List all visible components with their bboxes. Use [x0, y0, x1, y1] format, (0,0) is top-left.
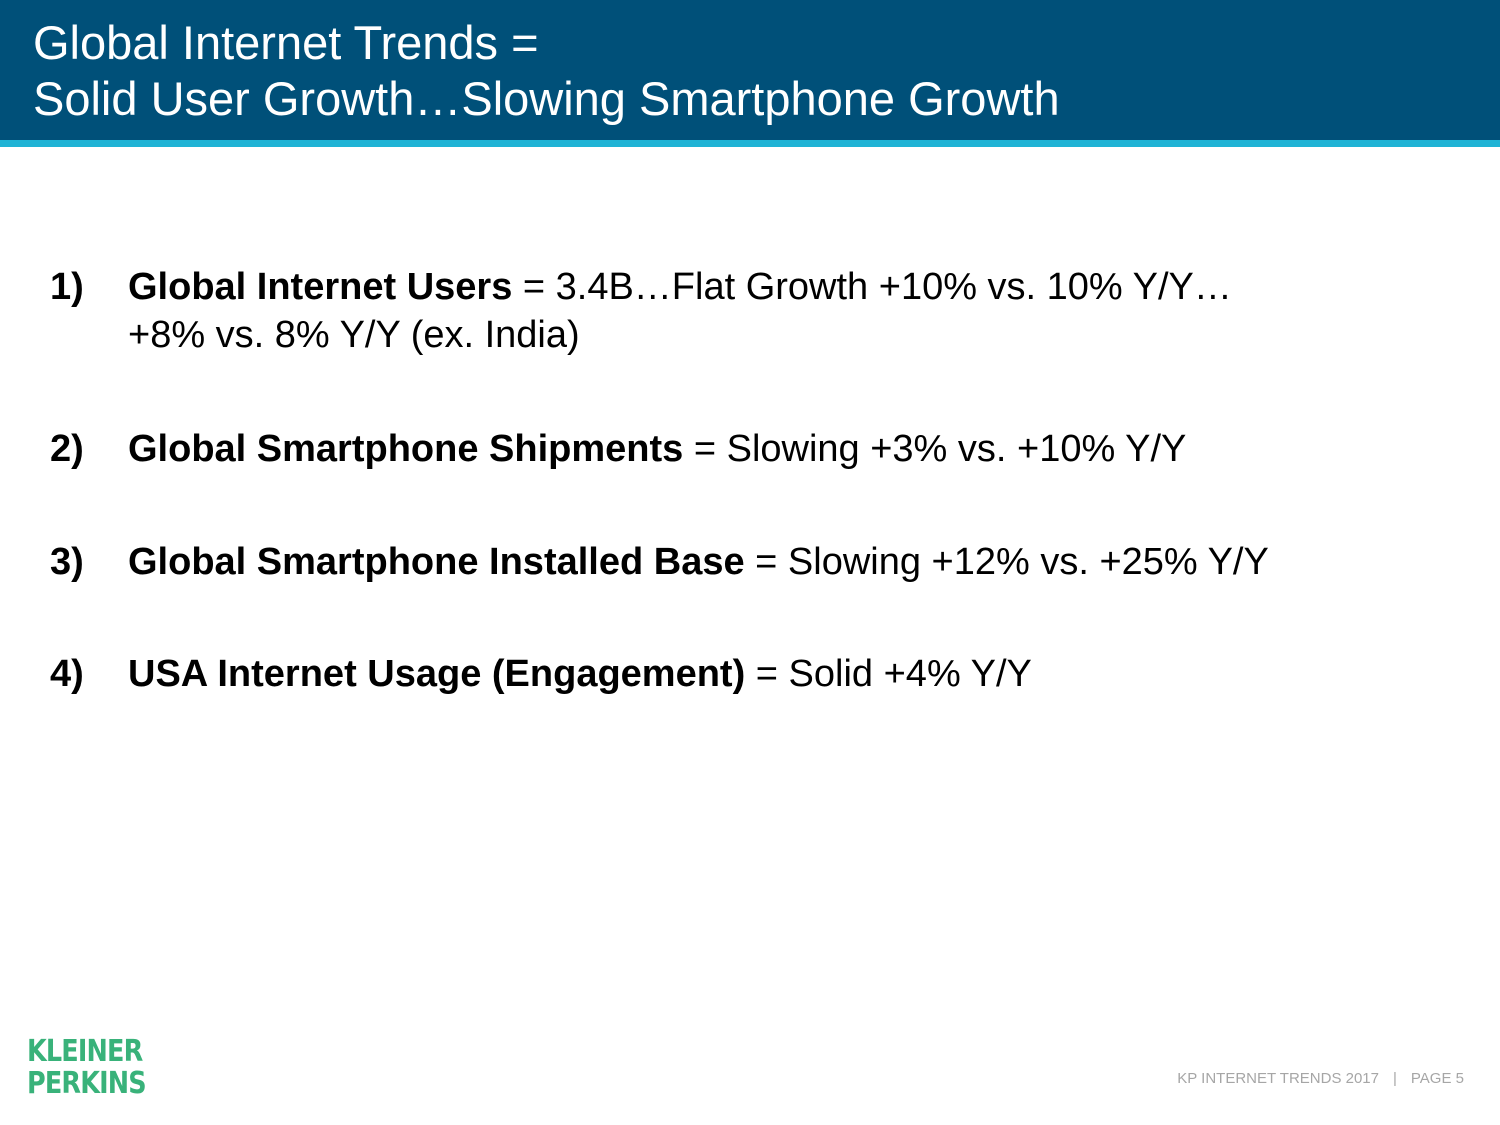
- item-text: Global Internet Users = 3.4B…Flat Growth…: [128, 263, 1428, 359]
- item-line: Global Internet Users = 3.4B…Flat Growth…: [128, 263, 1428, 311]
- header-accent-rule: [0, 140, 1500, 147]
- item-line: Global Smartphone Installed Base = Slowi…: [128, 538, 1428, 586]
- item-detail: = Slowing +12% vs. +25% Y/Y: [744, 541, 1269, 583]
- footer-label: KP INTERNET TRENDS 2017: [1177, 1070, 1379, 1087]
- item-line: Global Smartphone Shipments = Slowing +3…: [128, 425, 1428, 473]
- item-number: 3): [50, 541, 84, 583]
- footer-separator: |: [1393, 1070, 1397, 1087]
- header-bar: Global Internet Trends = Solid User Grow…: [0, 0, 1500, 140]
- item-line-2: +8% vs. 8% Y/Y (ex. India): [128, 314, 580, 356]
- item-number: 1): [50, 266, 84, 308]
- item-heading: Global Internet Users: [128, 266, 513, 308]
- item-text: Global Smartphone Installed Base = Slowi…: [128, 538, 1428, 586]
- page-footer: KP INTERNET TRENDS 2017 | PAGE 5: [1177, 1070, 1464, 1087]
- item-line: USA Internet Usage (Engagement) = Solid …: [128, 650, 1428, 698]
- item-detail: = Solid +4% Y/Y: [745, 653, 1032, 695]
- item-text: USA Internet Usage (Engagement) = Solid …: [128, 650, 1428, 698]
- slide-title: Global Internet Trends = Solid User Grow…: [33, 15, 1060, 127]
- title-line-1: Global Internet Trends =: [33, 16, 539, 69]
- item-heading: Global Smartphone Installed Base: [128, 541, 745, 583]
- item-heading: Global Smartphone Shipments: [128, 428, 684, 470]
- item-text: Global Smartphone Shipments = Slowing +3…: [128, 425, 1428, 473]
- page-number: PAGE 5: [1410, 1070, 1464, 1087]
- item-heading: USA Internet Usage (Engagement): [128, 653, 746, 695]
- item-detail: = Slowing +3% vs. +10% Y/Y: [683, 428, 1187, 470]
- logo-line-1: KLEINER: [27, 1034, 143, 1069]
- kleiner-perkins-logo: KLEINER PERKINS: [27, 1034, 147, 1101]
- item-number: 4): [50, 653, 84, 695]
- item-number: 2): [50, 428, 84, 470]
- item-detail: = 3.4B…Flat Growth +10% vs. 10% Y/Y…: [512, 266, 1232, 308]
- title-line-2: Solid User Growth…Slowing Smartphone Gro…: [33, 72, 1060, 125]
- logo-line-2: PERKINS: [27, 1066, 147, 1101]
